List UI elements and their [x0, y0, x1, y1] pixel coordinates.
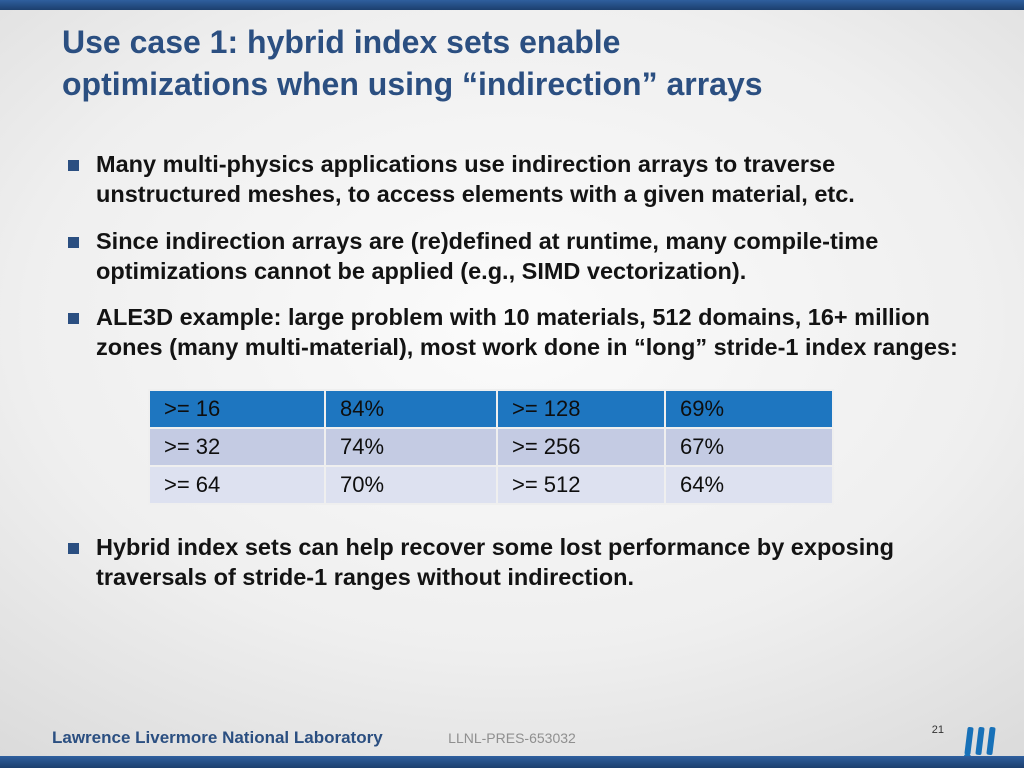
table-cell: >= 16 — [148, 389, 326, 430]
table-row: >= 64 70% >= 512 64% — [148, 465, 834, 506]
bullet-text: Many multi-physics applications use indi… — [96, 151, 855, 207]
bullet-item: Many multi-physics applications use indi… — [40, 150, 990, 210]
table-cell: 67% — [664, 427, 834, 468]
table-cell: >= 64 — [148, 465, 326, 506]
bullet-item: ALE3D example: large problem with 10 mat… — [40, 303, 990, 363]
slide-body: Many multi-physics applications use indi… — [40, 150, 990, 610]
slide-title-line-1: Use case 1: hybrid index sets enable — [62, 24, 621, 60]
bullet-text: Since indirection arrays are (re)defined… — [96, 227, 879, 284]
bullet-item: Since indirection arrays are (re)defined… — [40, 227, 990, 287]
bullet-square-icon — [68, 313, 79, 325]
slide-title: Use case 1: hybrid index sets enable opt… — [62, 22, 972, 105]
slide-title-line-2: optimizations when using “indirection” a… — [62, 65, 763, 102]
table-cell: >= 256 — [496, 427, 666, 468]
table-cell: 84% — [324, 389, 498, 430]
bullet-square-icon — [68, 160, 79, 171]
bottom-accent-bar — [0, 756, 1024, 768]
table-cell: >= 512 — [496, 465, 666, 506]
table-cell: 64% — [664, 465, 834, 506]
bullet-square-icon — [68, 236, 79, 248]
table-cell: 70% — [324, 465, 498, 506]
stride-table: >= 16 84% >= 128 69% >= 32 74% >= 256 67… — [148, 389, 834, 506]
footer-document-id: LLNL-PRES-653032 — [448, 730, 576, 746]
bullet-text: Hybrid index sets can help recover some … — [96, 534, 894, 590]
bullet-square-icon — [68, 543, 79, 555]
table-cell: >= 128 — [496, 389, 666, 430]
table-row: >= 32 74% >= 256 67% — [148, 427, 834, 468]
bullet-item: Hybrid index sets can help recover some … — [40, 533, 990, 593]
table-row: >= 16 84% >= 128 69% — [148, 389, 834, 430]
table-cell: 74% — [324, 427, 498, 468]
bullet-text: ALE3D example: large problem with 10 mat… — [96, 304, 958, 361]
page-number: 21 — [931, 724, 944, 736]
table-cell: >= 32 — [148, 427, 326, 468]
footer-organization: Lawrence Livermore National Laboratory — [52, 728, 383, 747]
table-cell: 69% — [664, 389, 834, 430]
top-accent-bar — [0, 0, 1024, 10]
